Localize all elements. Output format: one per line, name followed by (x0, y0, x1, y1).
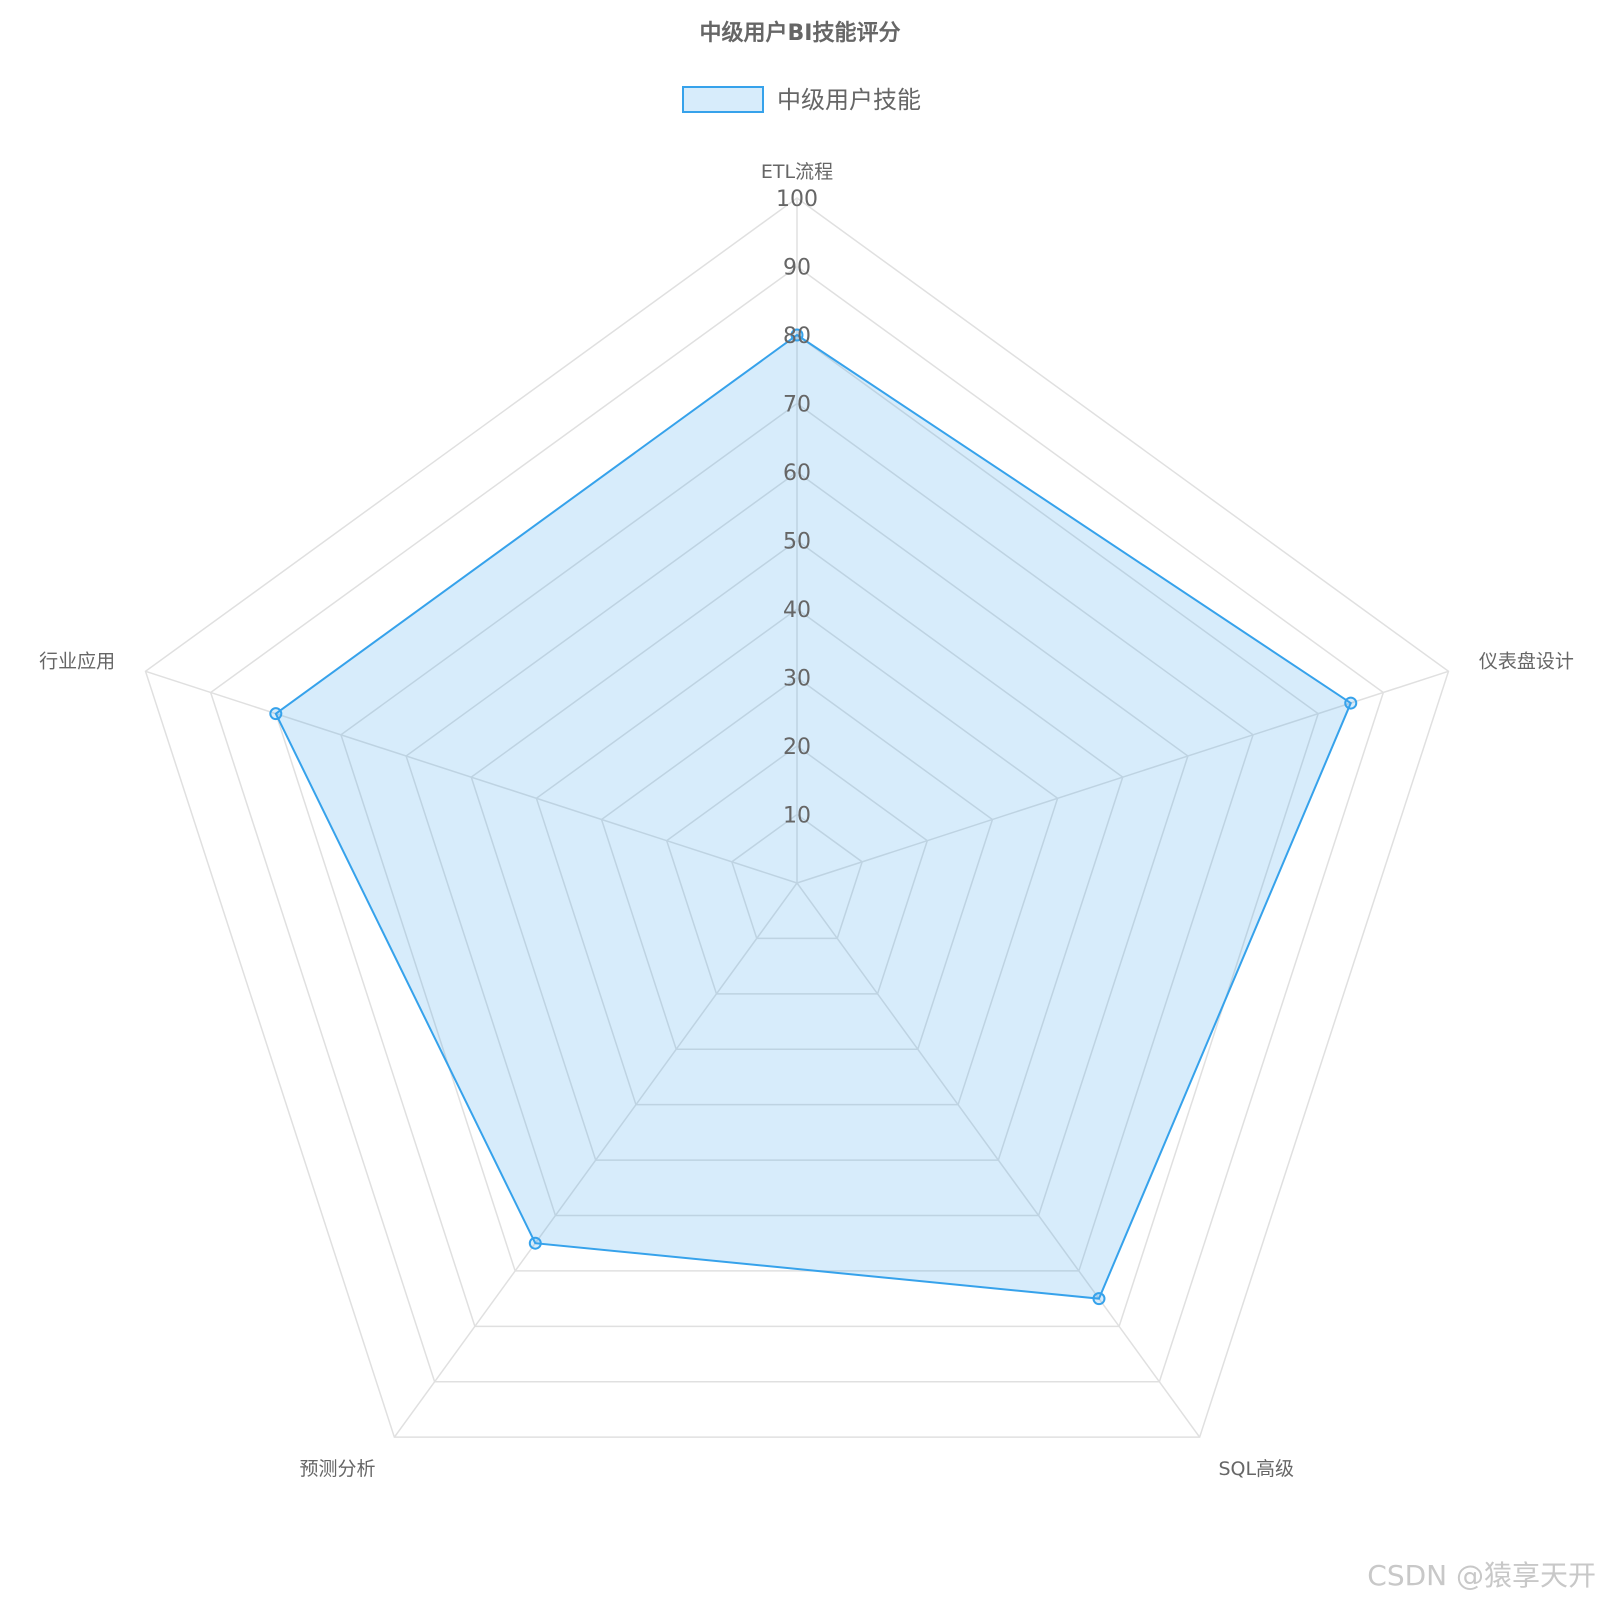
axis-label: 预测分析 (300, 1458, 376, 1480)
grid-ring (405, 471, 1189, 1217)
tick-label: 90 (783, 256, 811, 281)
axis-label: SQL高级 (1218, 1458, 1294, 1480)
axis-label: ETL流程 (761, 161, 833, 183)
data-point[interactable] (1344, 696, 1358, 710)
legend-swatch (682, 86, 764, 113)
tick-label: 100 (776, 187, 818, 212)
data-point[interactable] (1092, 1292, 1106, 1306)
legend-label: 中级用户技能 (777, 86, 921, 114)
grid-ring (535, 608, 1059, 1106)
axis-label: 行业应用 (39, 650, 115, 672)
axis-spoke (796, 670, 1449, 884)
series-area (274, 333, 1352, 1300)
grid-ring (470, 539, 1124, 1161)
tick-label: 10 (783, 804, 811, 829)
axis-label: 仪表盘设计 (1479, 650, 1574, 672)
grid-ring (730, 813, 864, 940)
axis-spoke (393, 882, 798, 1438)
grid-ring (600, 676, 994, 1051)
grid-ring (340, 402, 1254, 1272)
axis-spoke (796, 882, 1201, 1438)
grid-ring (209, 265, 1385, 1383)
radar-grid (144, 197, 1450, 1438)
chart-title: 中级用户BI技能评分 (700, 20, 901, 46)
tick-label: 40 (783, 598, 811, 623)
legend[interactable]: 中级用户技能 (682, 86, 921, 114)
tick-labels: 10 20 30 40 50 60 70 80 90 100 (776, 187, 818, 829)
grid-ring (665, 745, 929, 995)
data-point[interactable] (528, 1236, 542, 1250)
tick-label: 70 (783, 393, 811, 418)
tick-label: 50 (783, 530, 811, 555)
tick-label: 80 (783, 324, 811, 349)
tick-label: 20 (783, 735, 811, 760)
grid-ring (144, 197, 1450, 1438)
watermark-text: CSDN @猿享天开 (1367, 1559, 1596, 1592)
data-point[interactable] (269, 707, 283, 721)
tick-label: 30 (783, 667, 811, 692)
tick-label: 60 (783, 461, 811, 486)
series-layer (269, 328, 1358, 1306)
data-point[interactable] (790, 328, 804, 342)
axis-spoke (145, 670, 798, 884)
